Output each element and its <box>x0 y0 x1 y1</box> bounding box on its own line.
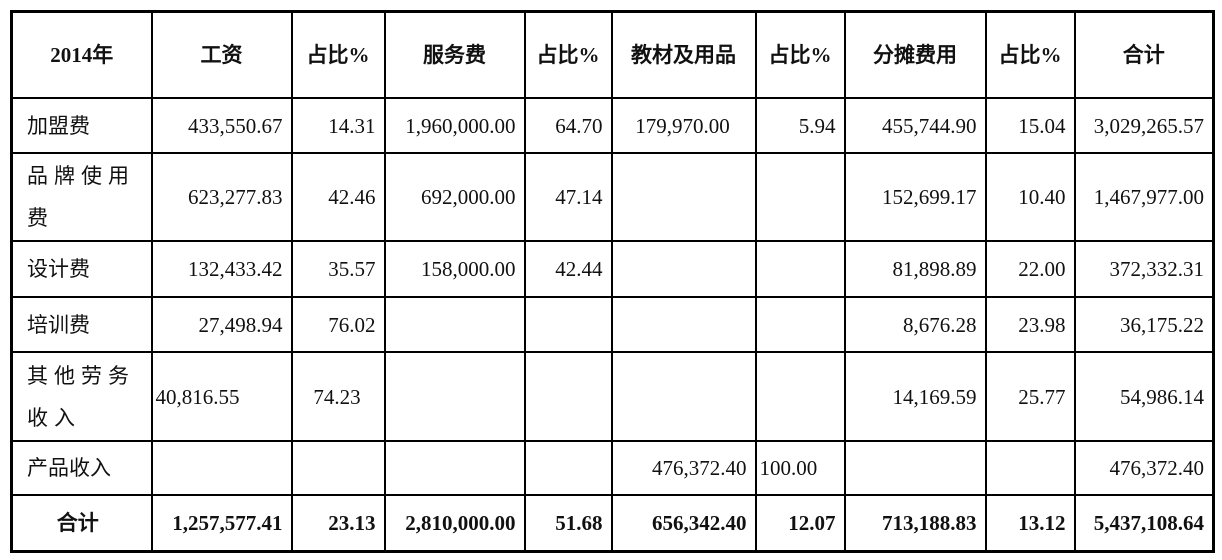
table-cell <box>383 351 526 442</box>
table-cell: 76.02 <box>290 296 386 353</box>
table-cell: 656,342.40 <box>610 494 757 552</box>
column-header: 占比% <box>290 10 386 99</box>
column-header: 教材及用品 <box>610 10 757 99</box>
table-cell: 15.04 <box>984 97 1076 154</box>
table-cell: 433,550.67 <box>150 97 293 154</box>
table-cell <box>754 351 846 442</box>
table-cell <box>523 296 613 353</box>
table-cell: 132,433.42 <box>150 240 293 298</box>
table-cell: 10.40 <box>984 152 1076 242</box>
table-cell: 74.23 <box>290 351 386 442</box>
row-label: 设计费 <box>10 240 153 298</box>
column-header: 合计 <box>1073 10 1215 99</box>
table-cell: 12.07 <box>754 494 846 552</box>
table-cell: 623,277.83 <box>150 152 293 242</box>
table-cell <box>754 296 846 353</box>
table-row: 其他劳务收入 40,816.55 74.23 14,169.59 25.77 54,986… <box>10 351 1215 442</box>
table-cell <box>984 440 1076 496</box>
table-row: 产品收入 476,372.40 100.00 476,372.40 <box>10 440 1215 496</box>
table-cell: 23.98 <box>984 296 1076 353</box>
column-header: 占比% <box>523 10 613 99</box>
table-cell: 54,986.14 <box>1073 351 1215 442</box>
table-cell: 27,498.94 <box>150 296 293 353</box>
column-header: 分摊费用 <box>843 10 987 99</box>
table-cell: 455,744.90 <box>843 97 987 154</box>
table-cell: 476,372.40 <box>610 440 757 496</box>
table-cell <box>383 296 526 353</box>
row-label: 其他劳务收入 <box>10 351 153 442</box>
header-row: 2014年 工资 占比% 服务费 占比% 教材及用品 占比% 分摊费用 占比% 合计 <box>10 10 1215 99</box>
table-cell <box>383 440 526 496</box>
table-cell: 42.46 <box>290 152 386 242</box>
table-cell: 152,699.17 <box>843 152 987 242</box>
row-label: 品牌使用费 <box>10 152 153 242</box>
table-cell <box>610 296 757 353</box>
table-cell: 100.00 <box>754 440 846 496</box>
table-cell: 692,000.00 <box>383 152 526 242</box>
table-cell: 42.44 <box>523 240 613 298</box>
table-cell: 22.00 <box>984 240 1076 298</box>
table-cell: 23.13 <box>290 494 386 552</box>
cost-breakdown-table: 2014年 工资 占比% 服务费 占比% 教材及用品 占比% 分摊费用 占比% 合计 加盟费 433… <box>10 10 1215 553</box>
table-cell: 2,810,000.00 <box>383 494 526 552</box>
table-cell: 476,372.40 <box>1073 440 1215 496</box>
table-row: 培训费 27,498.94 76.02 8,676.28 23.98 36,175.22 <box>10 296 1215 353</box>
row-label: 加盟费 <box>10 97 153 154</box>
table-cell <box>290 440 386 496</box>
table-cell: 14.31 <box>290 97 386 154</box>
table-cell: 14,169.59 <box>843 351 987 442</box>
table-cell: 158,000.00 <box>383 240 526 298</box>
table-cell: 3,029,265.57 <box>1073 97 1215 154</box>
table-cell: 179,970.00 <box>610 97 757 154</box>
column-header: 占比% <box>754 10 846 99</box>
table-row: 加盟费 433,550.67 14.31 1,960,000.00 64.70 179,9… <box>10 97 1215 154</box>
table-cell: 713,188.83 <box>843 494 987 552</box>
table-cell: 8,676.28 <box>843 296 987 353</box>
table-cell: 13.12 <box>984 494 1076 552</box>
table-row: 设计费 132,433.42 35.57 158,000.00 42.44 81,898.… <box>10 240 1215 298</box>
table-cell: 51.68 <box>523 494 613 552</box>
column-header: 工资 <box>150 10 293 99</box>
row-label: 培训费 <box>10 296 153 353</box>
table-cell: 5.94 <box>754 97 846 154</box>
column-header: 服务费 <box>383 10 526 99</box>
table-cell: 5,437,108.64 <box>1073 494 1215 552</box>
table-cell <box>610 240 757 298</box>
table-row: 品牌使用费 623,277.83 42.46 692,000.00 47.14 152,6… <box>10 152 1215 242</box>
row-label: 合计 <box>10 494 153 552</box>
column-header: 占比% <box>984 10 1076 99</box>
table-cell: 1,467,977.00 <box>1073 152 1215 242</box>
table-cell <box>754 152 846 242</box>
table-cell: 1,960,000.00 <box>383 97 526 154</box>
table-cell: 25.77 <box>984 351 1076 442</box>
table-cell <box>843 440 987 496</box>
table-cell: 1,257,577.41 <box>150 494 293 552</box>
table-cell <box>610 152 757 242</box>
table-cell: 40,816.55 <box>150 351 293 442</box>
row-label: 产品收入 <box>10 440 153 496</box>
table-cell: 47.14 <box>523 152 613 242</box>
table-cell: 81,898.89 <box>843 240 987 298</box>
table-cell <box>150 440 293 496</box>
table-cell: 36,175.22 <box>1073 296 1215 353</box>
table-cell <box>523 440 613 496</box>
table-cell: 35.57 <box>290 240 386 298</box>
table-cell: 64.70 <box>523 97 613 154</box>
table-cell <box>610 351 757 442</box>
table-cell: 372,332.31 <box>1073 240 1215 298</box>
column-header: 2014年 <box>10 10 153 99</box>
table-cell <box>754 240 846 298</box>
total-row: 合计 1,257,577.41 23.13 2,810,000.00 51.68 656,… <box>10 494 1215 552</box>
table-cell <box>523 351 613 442</box>
